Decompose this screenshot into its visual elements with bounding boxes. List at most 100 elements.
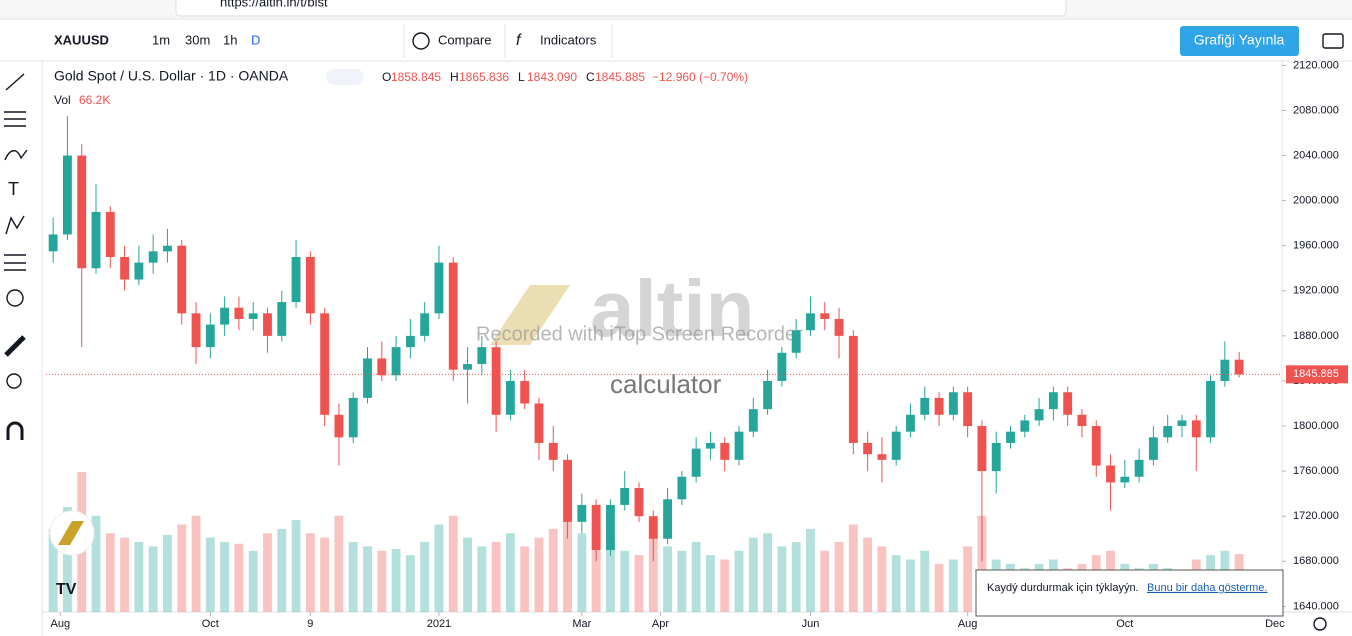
volume-bar xyxy=(734,550,744,612)
compare-button[interactable]: Compare xyxy=(438,32,491,47)
indicators-button[interactable]: Indicators xyxy=(540,32,597,47)
candle-body xyxy=(291,256,301,303)
volume-bar xyxy=(720,559,730,612)
volume-bar xyxy=(220,542,230,612)
candle-body xyxy=(363,358,372,398)
indicators-icon[interactable]: f xyxy=(516,32,522,49)
volume-bar xyxy=(448,515,458,612)
volume-bar xyxy=(877,546,887,612)
volume-bar xyxy=(634,555,644,612)
settings-icon[interactable] xyxy=(1313,617,1327,631)
candle-body xyxy=(534,403,544,443)
compare-icon[interactable] xyxy=(412,32,430,50)
candle-body xyxy=(263,313,272,336)
candle-body xyxy=(734,431,744,460)
chart-title: Gold Spot / U.S. Dollar · 1D · OANDA xyxy=(54,68,289,84)
text-tool[interactable]: T xyxy=(8,179,19,199)
y-tick-label: 1760.000 xyxy=(1293,465,1339,477)
y-tick-label: 1680.000 xyxy=(1293,555,1339,567)
candle-body xyxy=(177,245,187,314)
notification-link[interactable]: Bunu bir daha gösterme. xyxy=(1147,582,1267,594)
volume-bar xyxy=(63,507,72,612)
volume-bar xyxy=(263,533,272,612)
candle-body xyxy=(1063,392,1073,415)
candle-body xyxy=(991,442,1001,472)
brush-tool[interactable] xyxy=(4,149,28,161)
interval-button[interactable]: 1m xyxy=(152,32,170,47)
candle-body xyxy=(134,262,144,280)
snapshot-icon[interactable] xyxy=(1322,33,1344,49)
volume-bar xyxy=(463,537,472,612)
candle-body xyxy=(777,352,787,381)
candle-body xyxy=(1106,465,1115,483)
candle-body xyxy=(448,262,458,370)
publish-button[interactable] xyxy=(1180,26,1299,56)
address-bar[interactable] xyxy=(175,0,1067,17)
volume-bar xyxy=(706,555,715,612)
notification-text: Kaydý durdurmak için týklayýn. xyxy=(987,582,1139,594)
icon-tool[interactable] xyxy=(6,289,24,307)
candle-body xyxy=(1191,420,1201,438)
candle-body xyxy=(377,358,387,376)
volume-bar xyxy=(563,520,572,612)
volume-bar xyxy=(648,537,658,612)
url[interactable]: https://altin.in/t/bist xyxy=(220,0,328,9)
volume-bar xyxy=(334,515,344,612)
ohlc-value: 1845.885 xyxy=(595,70,645,84)
volume-bar xyxy=(677,550,687,612)
candle-body xyxy=(234,307,244,319)
candle-body xyxy=(677,476,687,500)
candle-body xyxy=(391,347,401,376)
site-logo-mark xyxy=(58,521,84,545)
candle-body xyxy=(563,459,572,522)
volume-bar xyxy=(391,549,401,612)
candle-body xyxy=(577,504,587,522)
candle-body xyxy=(434,262,444,314)
volume-bar xyxy=(863,537,873,612)
candle-body xyxy=(763,380,773,410)
volume-bar xyxy=(891,555,901,612)
trend-line-tool[interactable] xyxy=(5,73,25,91)
ruler-tool[interactable] xyxy=(4,335,26,357)
candle-body xyxy=(1220,359,1230,381)
symbol[interactable]: XAUUSD xyxy=(54,32,109,47)
candle-body xyxy=(205,324,215,348)
x-tick-label: 9 xyxy=(307,618,313,630)
y-tick-label: 1800.000 xyxy=(1293,420,1339,432)
y-tick-label: 1880.000 xyxy=(1293,330,1339,342)
candle-body xyxy=(820,313,830,319)
fib-tool[interactable] xyxy=(4,111,26,127)
candle-body xyxy=(320,313,330,415)
interval-button[interactable]: D xyxy=(251,32,260,47)
ohlc-key: C xyxy=(586,70,595,84)
pattern-tool[interactable] xyxy=(5,215,25,235)
y-tick-label: 1640.000 xyxy=(1293,600,1339,612)
volume-bar xyxy=(120,537,130,612)
candle-body xyxy=(1148,437,1158,460)
volume-bar xyxy=(91,515,101,612)
drawing-toolbar: T xyxy=(4,73,28,440)
interval-button[interactable]: 1h xyxy=(223,32,237,47)
volume-bar xyxy=(977,515,987,612)
legend-toggle[interactable] xyxy=(326,69,364,85)
candle-body xyxy=(1091,426,1101,466)
volume-bar xyxy=(177,524,187,612)
volume-bar xyxy=(777,546,787,612)
prediction-tool[interactable] xyxy=(4,254,26,271)
volume-bar xyxy=(806,528,815,612)
candle-body xyxy=(220,307,230,325)
candle-body xyxy=(420,313,430,336)
interval-button[interactable]: 30m xyxy=(185,32,210,47)
x-tick-label: Oct xyxy=(202,618,219,630)
candle-body xyxy=(1206,380,1215,438)
volume-bar xyxy=(534,537,544,612)
volume-bar xyxy=(577,533,587,612)
publish-label[interactable]: Grafiği Yayınla xyxy=(1194,32,1285,48)
volume-bar xyxy=(405,555,415,612)
volume-bar xyxy=(363,546,372,612)
magnet-tool[interactable] xyxy=(6,421,24,440)
zoom-tool[interactable] xyxy=(6,373,22,389)
volume-bar xyxy=(377,550,387,612)
volume-value: 66.2K xyxy=(79,93,110,107)
last-price-label: 1845.885 xyxy=(1293,368,1339,380)
